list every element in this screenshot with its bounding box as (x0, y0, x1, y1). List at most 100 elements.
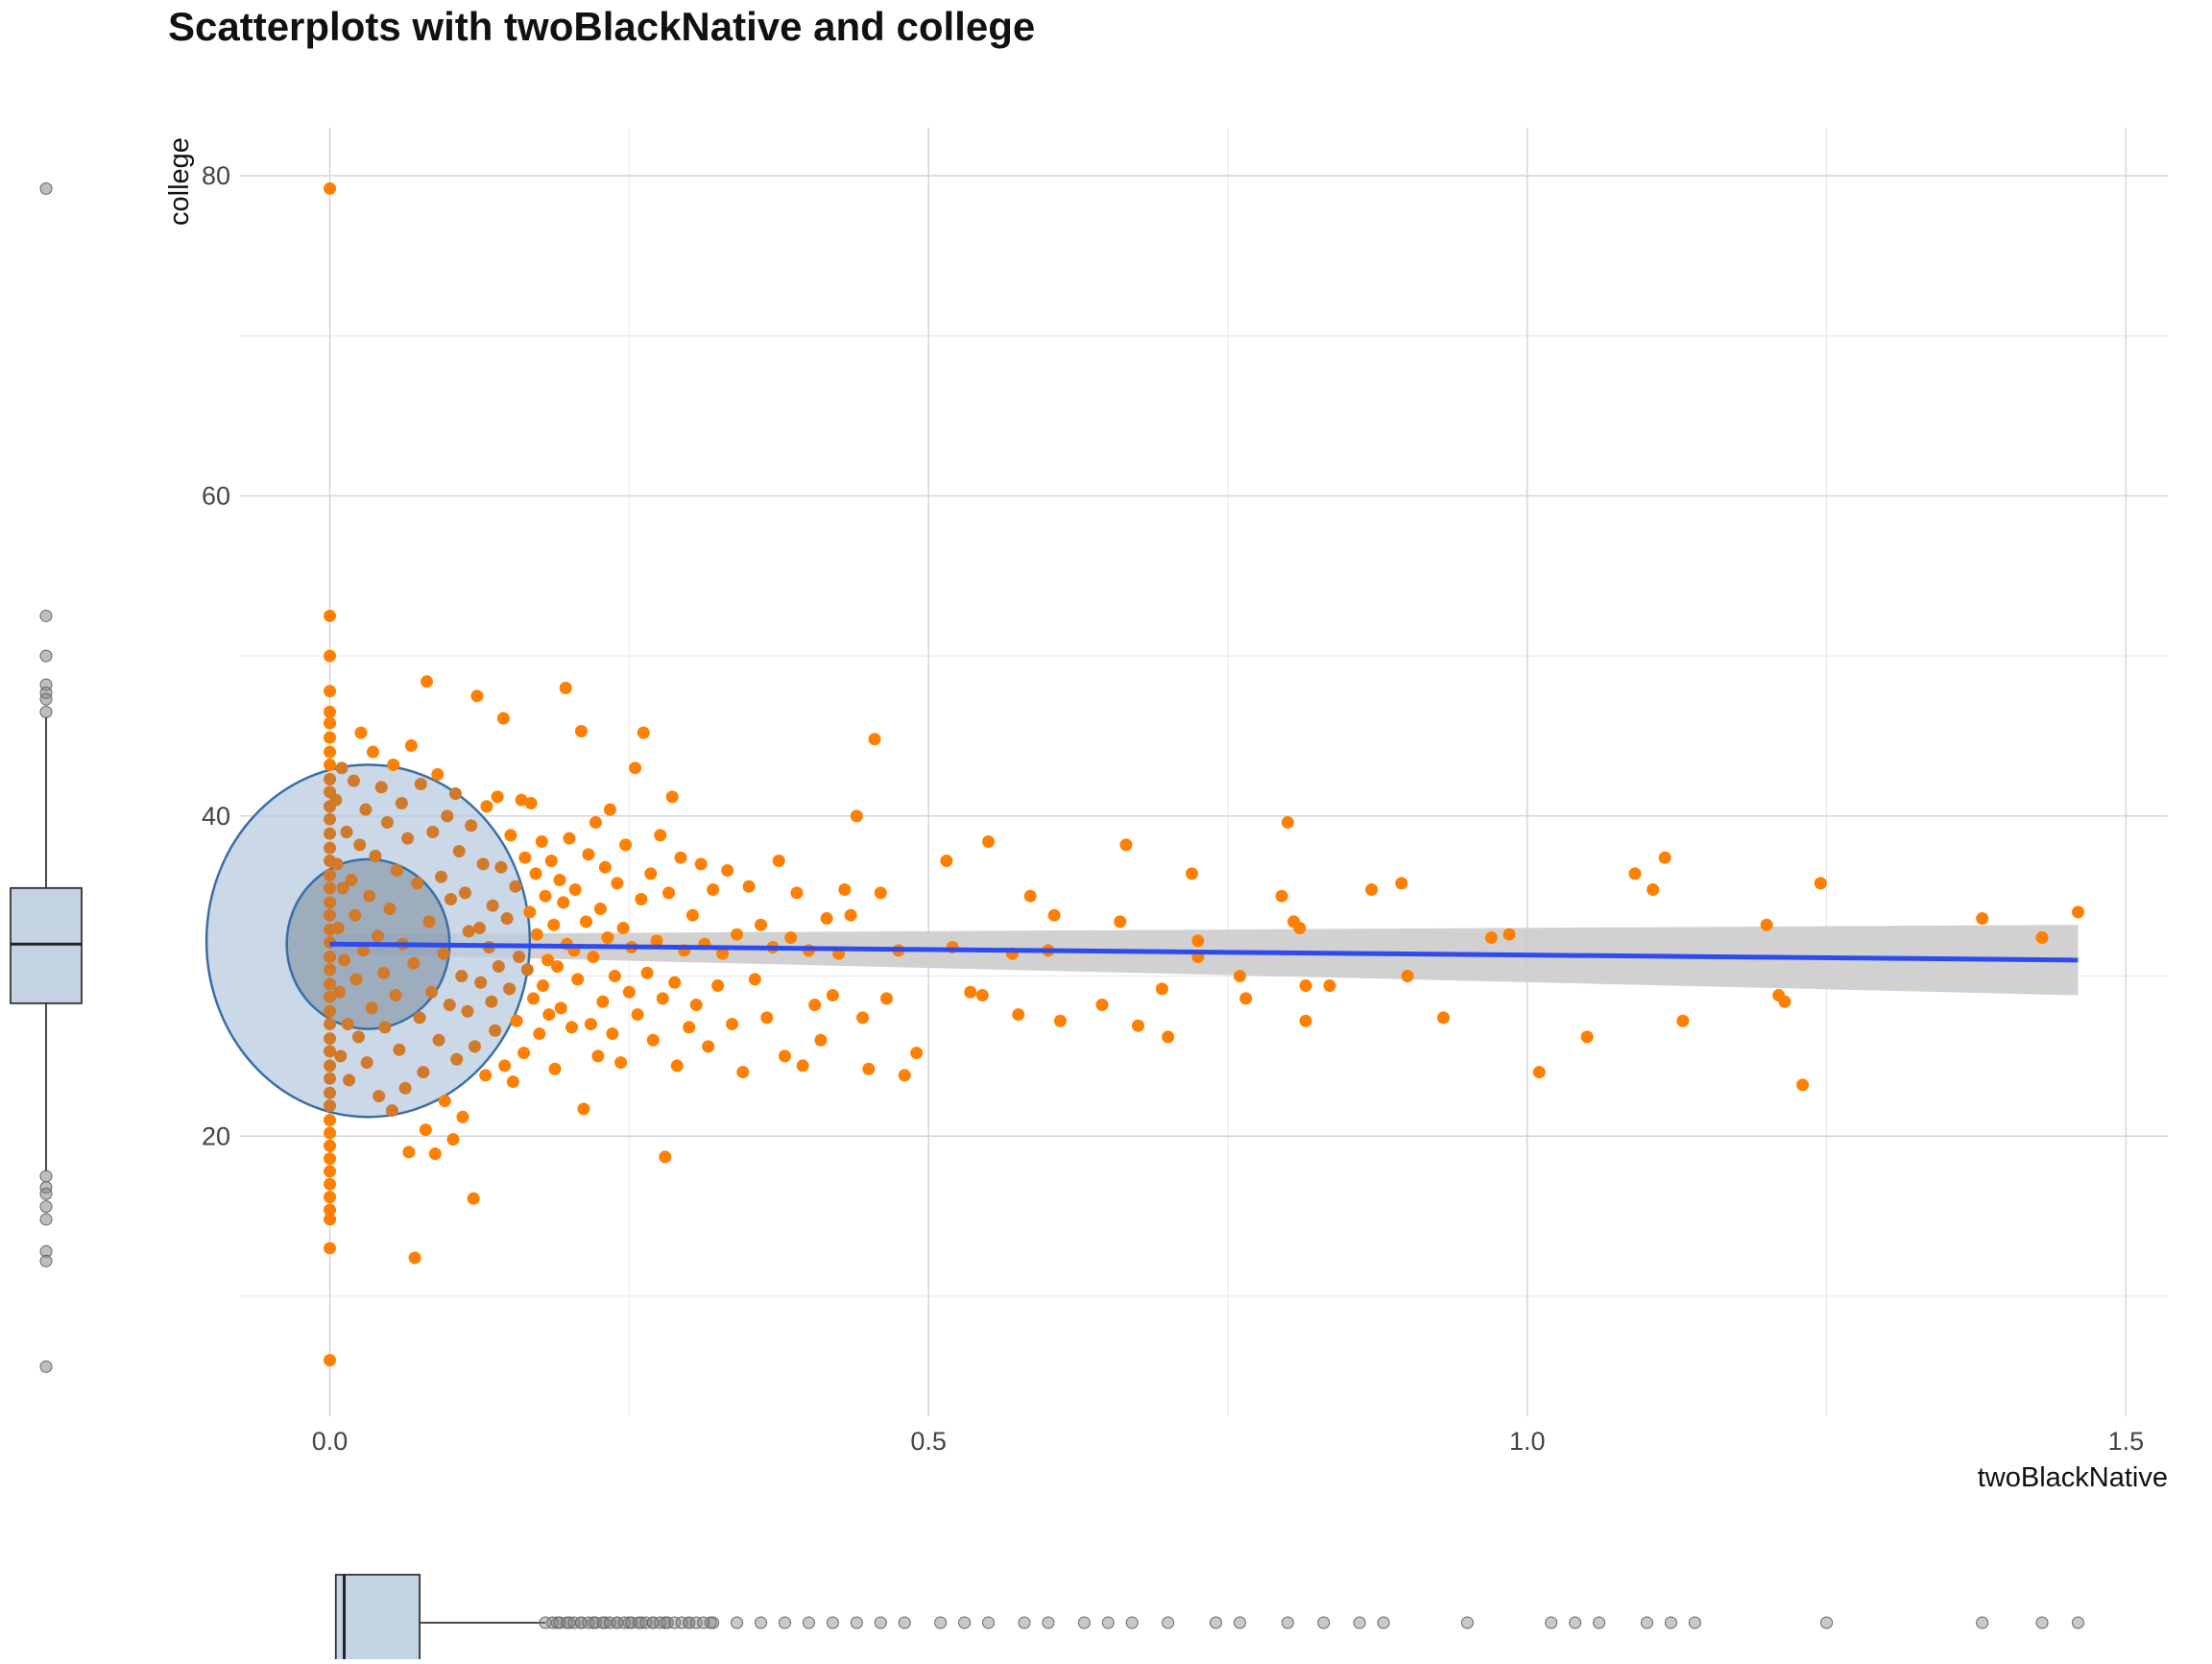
data-point (542, 1008, 556, 1022)
y-box-outlier (39, 649, 53, 663)
data-point (574, 724, 588, 737)
data-point (711, 979, 725, 993)
y-axis-title: college (164, 137, 195, 226)
x-box-outlier (1281, 1616, 1294, 1629)
data-point (635, 893, 648, 906)
data-point (721, 864, 734, 878)
data-point (324, 685, 337, 698)
data-point (529, 867, 542, 880)
data-point (445, 893, 458, 906)
data-point (324, 1045, 337, 1058)
data-point (324, 181, 337, 195)
x-box-outlier (2035, 1616, 2049, 1629)
x-box-outlier (1593, 1616, 1606, 1629)
data-point (520, 963, 534, 977)
data-point (582, 848, 595, 861)
data-point (1976, 912, 1989, 926)
x-box-outlier (1353, 1616, 1366, 1629)
data-point (461, 1004, 474, 1018)
data-point (910, 1047, 924, 1060)
data-point (351, 1030, 365, 1044)
data-point (324, 827, 337, 840)
x-box-outlier (934, 1616, 948, 1629)
data-point (1053, 1014, 1067, 1027)
data-point (1047, 908, 1061, 922)
data-point (518, 851, 532, 864)
x-box-outlier (646, 1616, 660, 1629)
data-point (1323, 979, 1336, 993)
x-box-outlier (1125, 1616, 1139, 1629)
x-box-outlier (1976, 1616, 1989, 1629)
data-point (850, 809, 863, 823)
confidence-band (329, 925, 2079, 996)
data-point (533, 1027, 546, 1041)
data-point (377, 966, 391, 979)
data-point (661, 886, 675, 900)
data-point (559, 681, 572, 694)
y-box (10, 886, 83, 1004)
data-point (689, 999, 703, 1012)
data-point (476, 857, 490, 871)
x-box-outlier (539, 1616, 552, 1629)
x-box-outlier (689, 1616, 703, 1629)
data-point (404, 738, 418, 752)
x-box-outlier (1460, 1616, 1474, 1629)
x-box-outlier (632, 1616, 645, 1629)
data-point (401, 832, 415, 845)
data-point (629, 761, 642, 775)
x-box (334, 1574, 421, 1664)
data-point (341, 1018, 354, 1031)
data-point (486, 899, 499, 912)
data-point (324, 908, 337, 922)
data-point (742, 880, 756, 893)
data-point (380, 816, 394, 830)
data-point (324, 758, 337, 771)
data-point (479, 1069, 493, 1082)
data-point (324, 1072, 337, 1085)
data-point (324, 977, 337, 991)
x-box-outlier (574, 1616, 588, 1629)
data-point (707, 883, 720, 897)
data-point (544, 855, 558, 868)
y-box-outlier (39, 1200, 53, 1214)
x-box-outlier (1042, 1616, 1055, 1629)
data-point (631, 1008, 644, 1022)
data-point (422, 915, 436, 928)
x-tick-label: 1.5 (2108, 1427, 2145, 1456)
data-point (480, 800, 493, 813)
data-point (411, 877, 424, 890)
data-point (622, 985, 636, 999)
data-point (670, 1059, 684, 1073)
data-point (2071, 905, 2084, 919)
data-point (1095, 999, 1109, 1012)
x-box-outlier (639, 1616, 653, 1629)
data-point (1395, 877, 1408, 890)
data-point (324, 731, 337, 744)
data-point (606, 1027, 619, 1041)
data-point (716, 947, 730, 960)
data-point (796, 1059, 809, 1073)
data-point (668, 976, 682, 989)
data-point (426, 826, 440, 839)
data-point (389, 989, 402, 1002)
x-box-outlier (704, 1616, 717, 1629)
x-box-outlier (2071, 1616, 2084, 1629)
grid (240, 128, 2168, 1416)
data-point (373, 1090, 386, 1103)
data-point (468, 1040, 481, 1053)
x-box-outlier (1569, 1616, 1582, 1629)
data-point (455, 970, 469, 983)
data-point (421, 675, 434, 688)
data-point (814, 1033, 828, 1047)
data-point (324, 896, 337, 909)
x-tick-label: 0.0 (312, 1427, 349, 1456)
data-point (596, 995, 610, 1008)
data-point (363, 889, 376, 903)
data-point (324, 1213, 337, 1226)
data-point (838, 883, 852, 897)
x-box-outlier (802, 1616, 815, 1629)
data-point (334, 1049, 348, 1063)
data-point (462, 925, 475, 938)
data-point (465, 819, 478, 832)
